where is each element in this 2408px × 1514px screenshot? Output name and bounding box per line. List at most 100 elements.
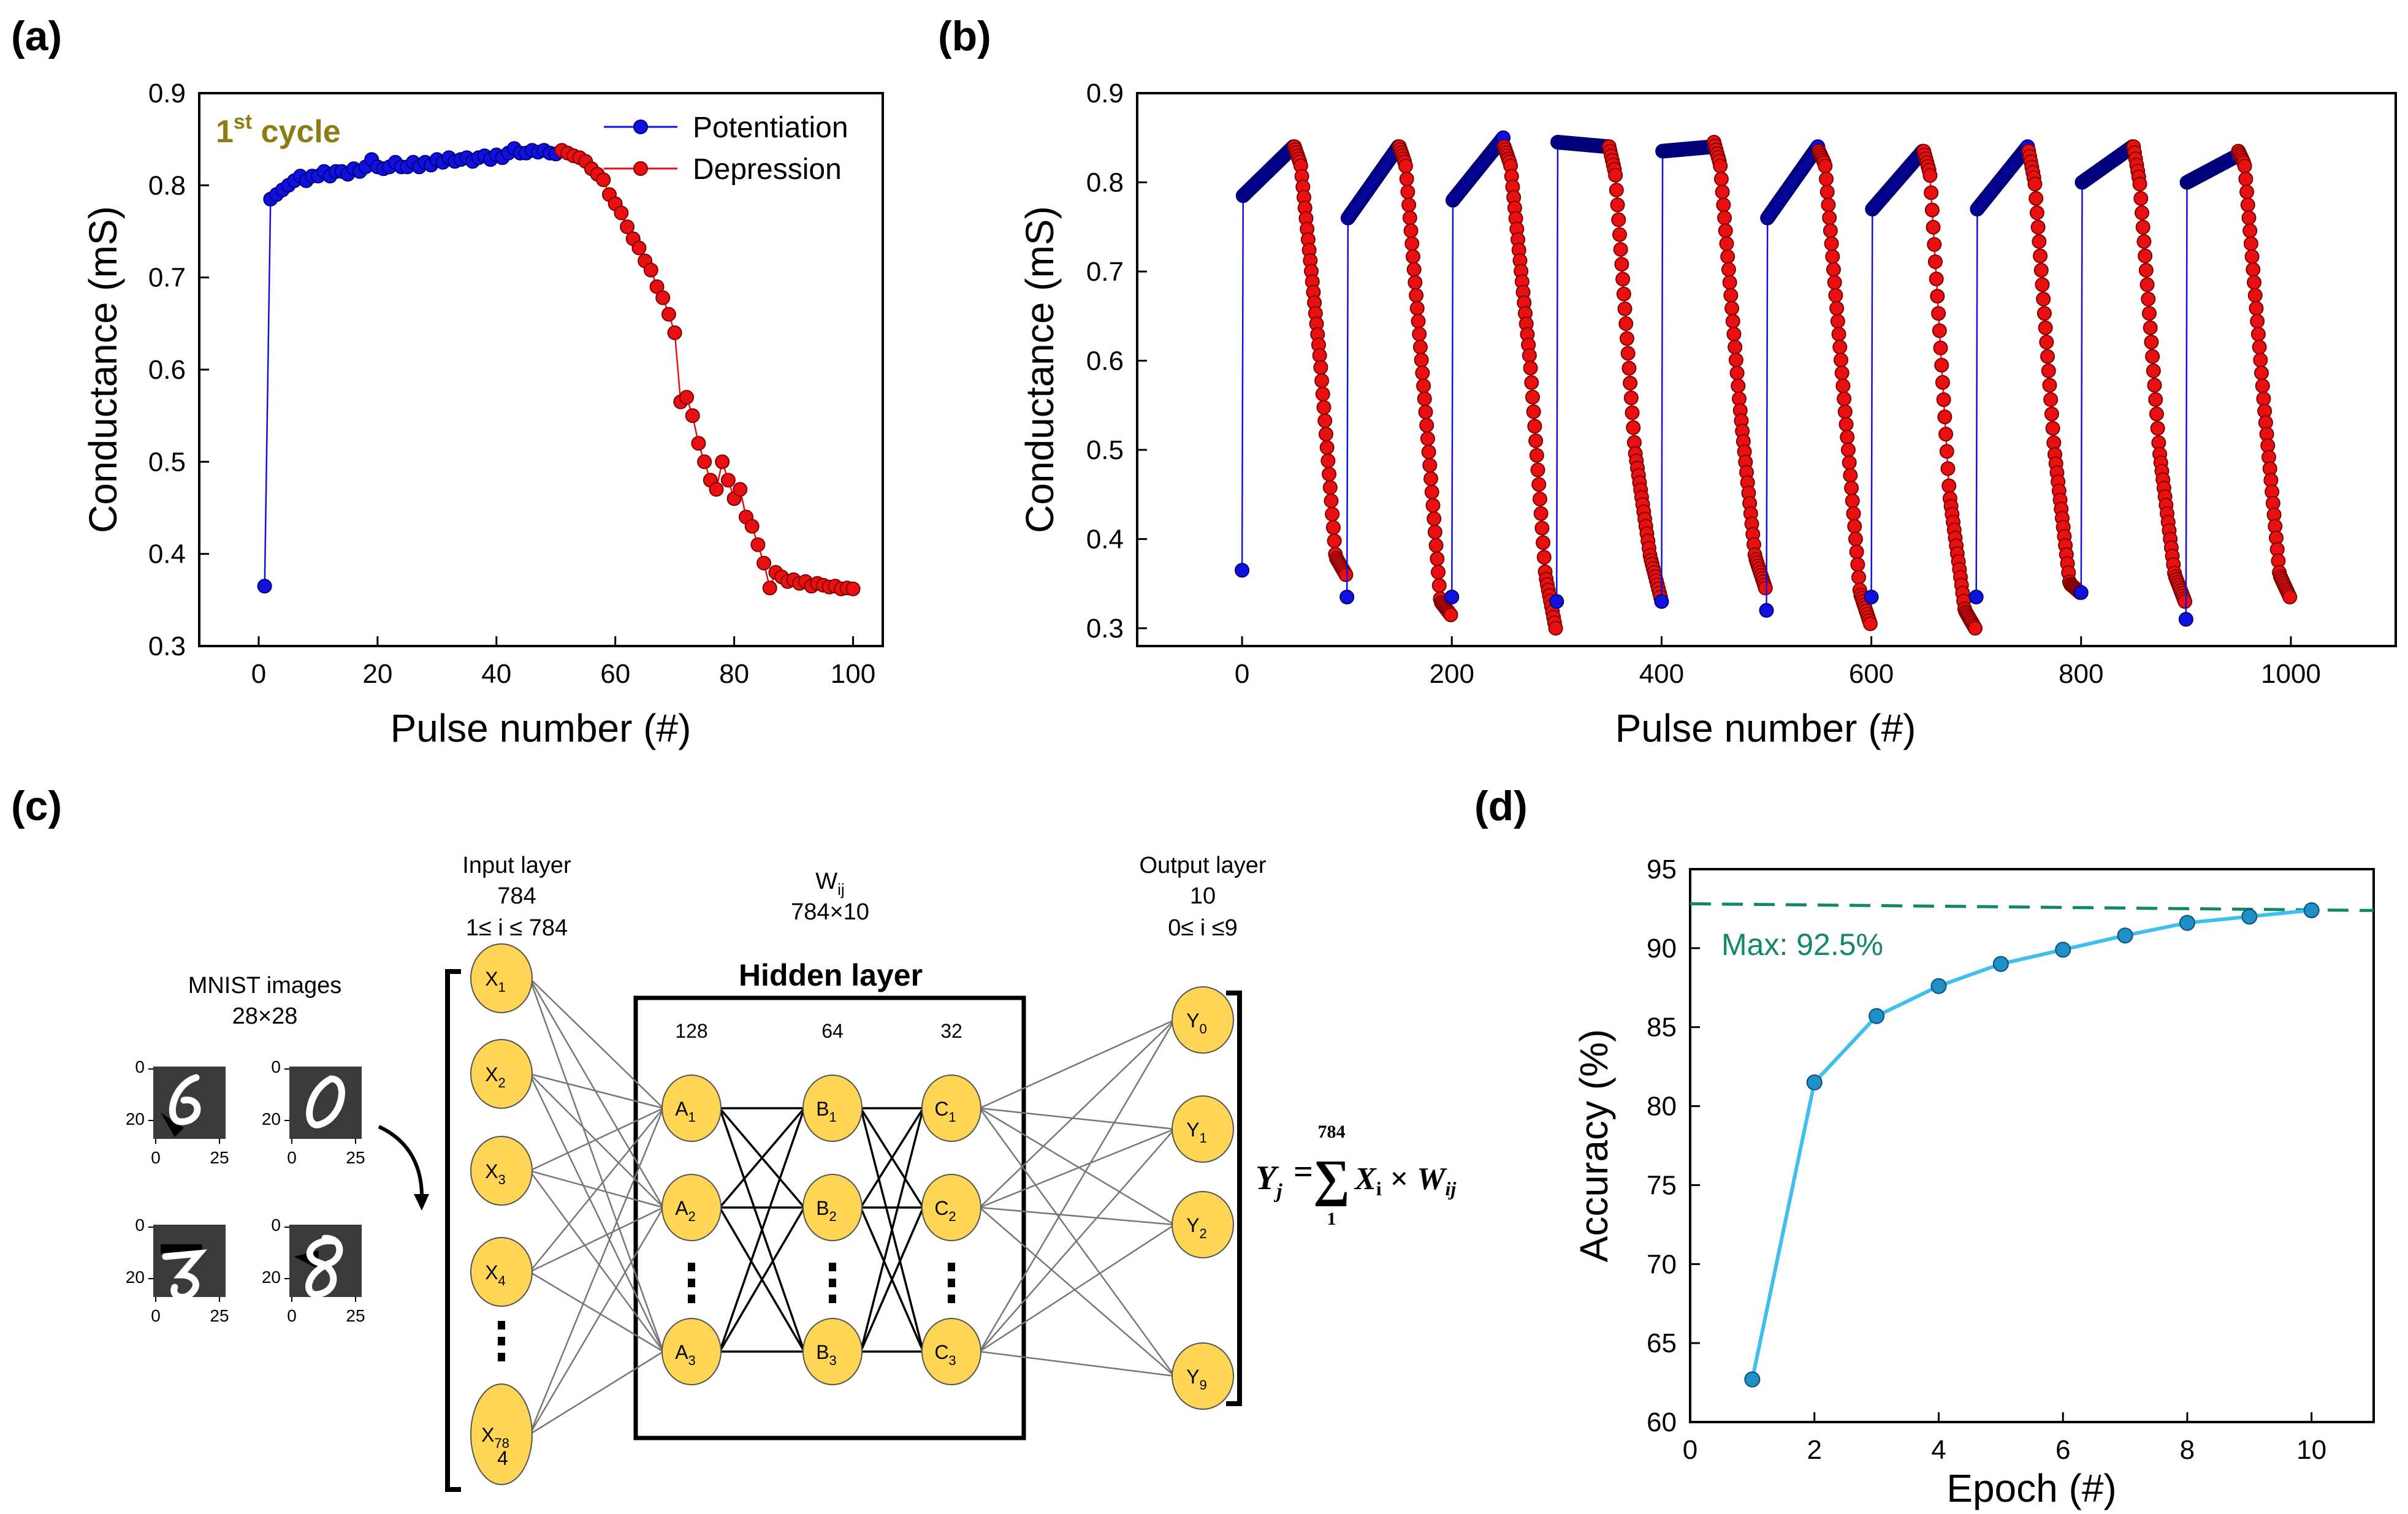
chart-b-depression-point <box>2282 589 2298 604</box>
chart-b-potentiation-line <box>2185 154 2238 620</box>
hidden-size-b: 64 <box>821 1020 844 1042</box>
chart-b-depression-point <box>2145 349 2160 364</box>
chart-b-ytick-label: 0.3 <box>1086 614 1124 644</box>
mnist-arrow-head <box>414 1194 429 1211</box>
chart-b-depression-point <box>1428 538 1444 553</box>
mnist-xtick: 25 <box>210 1306 229 1325</box>
nn-edge <box>979 1350 1175 1377</box>
chart-b-potentiation-point <box>1444 589 1460 604</box>
legend-depression-marker <box>633 161 648 176</box>
hidden-c-node <box>921 1075 981 1142</box>
chart-b-depression-point <box>1324 493 1339 509</box>
chart-b-depression-point <box>1850 557 1865 572</box>
accuracy-point <box>2179 915 2195 931</box>
chart-d-ytick-label: 60 <box>1647 1407 1677 1437</box>
chart-b-depression-point <box>1625 405 1640 420</box>
chart-a-ytick-label: 0.9 <box>148 78 186 108</box>
chart-b-depression-point <box>1320 453 1336 468</box>
chart-b-depression-point <box>1402 210 1417 226</box>
chart-b-depression-point <box>2138 262 2154 278</box>
depression-point <box>631 240 647 256</box>
nn-edge <box>528 978 665 1352</box>
nn-edge <box>528 978 665 1208</box>
chart-b-depression-point <box>1403 223 1419 238</box>
chart-b-depression-point <box>1419 417 1435 433</box>
chart-b-depression-point <box>1935 375 1950 390</box>
chart-b-depression-point <box>2237 158 2252 173</box>
hidden-c-node-label: C2 <box>934 1197 956 1224</box>
ellipsis-dot <box>688 1263 695 1271</box>
chart-b-depression-point <box>1717 210 1732 226</box>
chart-b-depression-point <box>1424 484 1439 500</box>
accuracy-point <box>2303 902 2320 919</box>
accuracy-point <box>1992 956 2009 972</box>
chart-a-ytick-label: 0.6 <box>148 355 186 385</box>
depression-point <box>620 219 635 234</box>
chart-b-depression-point <box>1617 301 1633 316</box>
chart-b-depression-point <box>1325 520 1341 535</box>
hidden-layer-box <box>633 995 1026 1440</box>
chart-b-depression-point <box>2027 177 2043 192</box>
chart-b-ytick-label: 0.7 <box>1086 257 1124 287</box>
chart-b-depression-point <box>2039 335 2054 350</box>
chart-b-depression-point <box>1430 551 1445 566</box>
chart-b-depression-point <box>2045 420 2060 436</box>
hidden-size-c: 32 <box>940 1020 962 1042</box>
chart-b-depression-point <box>1722 275 1737 290</box>
input-layer-title: Input layer <box>462 853 571 878</box>
nn-edge <box>979 1206 1175 1226</box>
chart-b-depression-point <box>1427 511 1442 527</box>
chart-b-depression-point <box>1529 447 1544 463</box>
mnist-ytick: 0 <box>271 1057 281 1076</box>
mnist-xtick: 0 <box>287 1148 297 1167</box>
nn-edge <box>979 1019 1175 1208</box>
chart-d-ylabel: Accuracy (%) <box>1572 1029 1616 1263</box>
input-node <box>470 943 533 1013</box>
chart-b-depression-point <box>2249 300 2264 316</box>
chart-b-depression-point <box>1726 327 1742 342</box>
chart-b-depression-point <box>2040 349 2056 364</box>
chart-b-depression-point <box>1322 480 1338 495</box>
legend-potentiation-label: Potentiation <box>693 112 848 144</box>
chart-b-depression-point <box>1723 287 1739 303</box>
chart-b-depression-point <box>1623 375 1638 390</box>
nn-edge <box>528 1207 665 1435</box>
chart-b-depression-point <box>1827 275 1842 290</box>
weights-symbol: Wij <box>815 869 844 899</box>
chart-b-depression-point <box>1623 390 1639 406</box>
chart-a-xtick-label: 0 <box>251 659 266 689</box>
ellipsis-dot <box>498 1353 505 1361</box>
chart-a-ytick-label: 0.8 <box>148 170 186 200</box>
chart-b-depression-point <box>2240 197 2255 213</box>
chart-b-depression-point <box>1525 389 1540 405</box>
hidden-c-node-label: C3 <box>934 1341 956 1368</box>
ellipsis-dot <box>948 1279 955 1287</box>
chart-b-depression-point <box>1431 565 1446 580</box>
chart-b-depression-point <box>1819 184 1835 200</box>
ellipsis-dot <box>829 1263 836 1271</box>
depression-point <box>697 454 712 470</box>
input-node-label: X4 <box>485 1261 506 1288</box>
chart-b-depression-point <box>1922 168 1938 183</box>
output-node-label: Y9 <box>1186 1366 1207 1393</box>
chart-b-depression-point <box>2038 320 2053 335</box>
chart-b-depression-point <box>1843 468 1858 483</box>
chart-b-depression-point <box>1825 249 1840 264</box>
ellipsis-dot <box>688 1295 695 1303</box>
chart-b-depression-point <box>2252 340 2267 355</box>
chart-b-depression-point <box>1924 185 1939 200</box>
chart-b-depression-point <box>1536 550 1552 565</box>
mnist-ytick: 20 <box>126 1268 145 1287</box>
chart-b-depression-point <box>1620 346 1636 361</box>
input-layer-count: 784 <box>497 883 536 909</box>
potentiation-line <box>264 147 556 587</box>
chart-b-ylabel: Conductance (mS) <box>1018 206 1062 533</box>
hidden-b-node-label: B1 <box>816 1098 837 1125</box>
chart-b-depression-point <box>1425 498 1441 513</box>
chart-b-potentiation-point <box>1339 589 1355 604</box>
ellipsis-dot <box>948 1295 955 1303</box>
nn-edge <box>528 1170 665 1352</box>
hidden-c-node-label: C1 <box>934 1098 956 1125</box>
chart-b-xtick-label: 1000 <box>2261 659 2321 689</box>
depression-point <box>661 306 676 322</box>
